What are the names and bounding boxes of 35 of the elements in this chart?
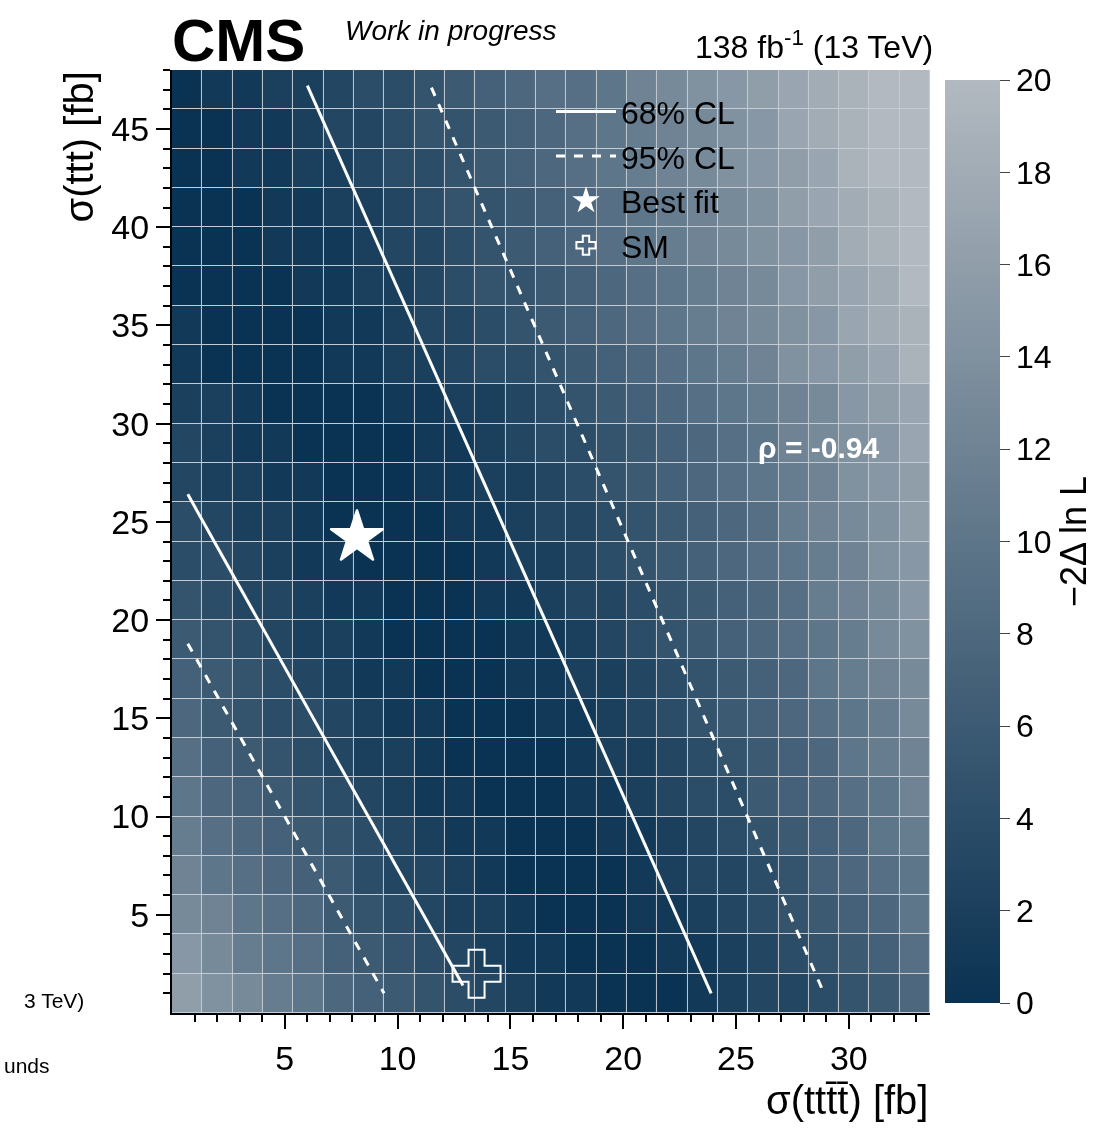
- x-tick-label: 10: [378, 1038, 417, 1077]
- x-tick-label: 25: [717, 1038, 755, 1077]
- color-bar-label: 4: [1015, 800, 1034, 837]
- y-tick-label: 35: [111, 306, 150, 345]
- x-axis-title: σ(ttt̄t̄) [fb]: [766, 1078, 929, 1122]
- color-bar-label: 8: [1015, 616, 1034, 652]
- text: 138 fb$^{-1}$ (13 TeV): [695, 25, 934, 66]
- x-tick-label: 15: [491, 1038, 530, 1077]
- color-bar-label: 2: [1015, 892, 1034, 929]
- y-tick-label: 40: [111, 208, 150, 247]
- color-bar-label: 16: [1015, 246, 1052, 283]
- text: 3 TeV): [24, 989, 85, 1012]
- y-tick-label: 30: [111, 404, 150, 443]
- color-bar-label: 12: [1015, 431, 1052, 468]
- color-bar-label: 14: [1015, 339, 1052, 376]
- x-tick-label: 5: [275, 1038, 295, 1077]
- color-bar-label: 6: [1015, 708, 1034, 745]
- x-tick-label: 20: [604, 1038, 643, 1077]
- color-bar-title: −2Δ ln L: [1053, 475, 1095, 608]
- y-tick-label: 25: [111, 502, 150, 541]
- color-bar-label: 0: [1015, 985, 1034, 1022]
- chart-title: CMS: [172, 7, 306, 74]
- y-tick-label: 10: [111, 797, 150, 836]
- text: unds: [4, 1054, 50, 1077]
- color-bar-label: 10: [1015, 523, 1052, 560]
- annotation: ρ = -0.94: [758, 431, 880, 464]
- y-tick-label: 15: [111, 699, 150, 738]
- y-tick-label: 20: [111, 600, 150, 639]
- color-bar-label: 20: [1015, 62, 1052, 99]
- y-tick-label: 5: [130, 895, 150, 934]
- chart-subtitle: Work in progress: [345, 15, 557, 46]
- y-tick-label: 45: [111, 109, 150, 148]
- x-tick-label: 30: [829, 1038, 868, 1077]
- color-bar-label: 18: [1015, 154, 1052, 191]
- y-axis-title: σ(ttt) [fb]: [56, 71, 101, 223]
